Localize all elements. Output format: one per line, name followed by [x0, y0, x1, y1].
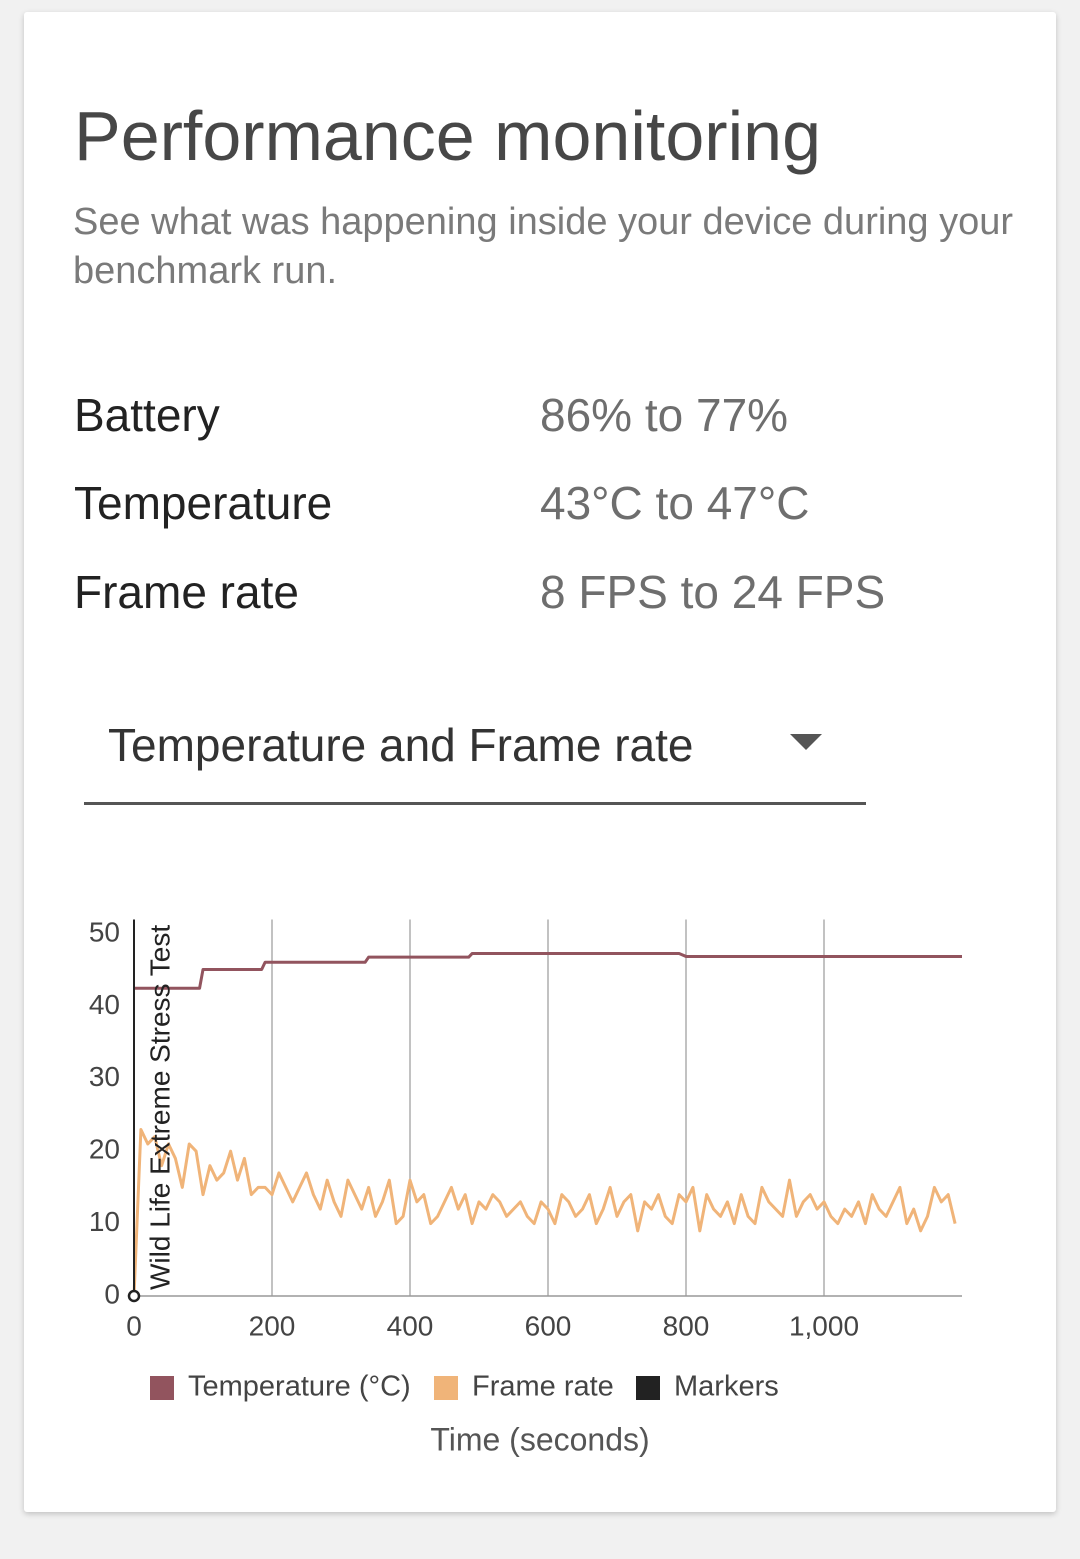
- legend-swatch: [150, 1376, 174, 1400]
- y-tick-label: 40: [89, 989, 120, 1020]
- legend-swatch: [636, 1376, 660, 1400]
- card: Performance monitoring See what was happ…: [24, 12, 1056, 1512]
- x-tick-label: 1,000: [789, 1310, 859, 1341]
- legend-label: Temperature (°C): [188, 1371, 411, 1403]
- stat-value: 8 FPS to 24 FPS: [540, 566, 886, 618]
- legend-label: Frame rate: [472, 1371, 614, 1403]
- stat-value: 86% to 77%: [540, 389, 789, 441]
- x-tick-label: 400: [387, 1310, 434, 1341]
- marker-label: Wild Life Extreme Stress Test: [144, 925, 175, 1290]
- series-line: [132, 1127, 957, 1297]
- x-tick-label: 200: [249, 1310, 296, 1341]
- y-tick-label: 0: [104, 1278, 120, 1309]
- dropdown[interactable]: Temperature and Frame rate: [84, 698, 866, 805]
- chart: 0 200 400 600 800 1,000 0 10 20 30 40 50 Wild Life E…: [89, 916, 962, 1457]
- y-tick-label: 50: [89, 916, 120, 947]
- dropdown-arrow: [790, 734, 822, 750]
- x-tick-label: 800: [663, 1310, 710, 1341]
- stat-label: Temperature: [74, 477, 333, 529]
- dropdown-label: Temperature and Frame rate: [108, 719, 694, 771]
- x-axis-title: Time (seconds): [430, 1421, 649, 1457]
- title: Performance monitoring: [74, 97, 821, 175]
- y-tick-label: 10: [89, 1206, 120, 1237]
- y-tick-label: 20: [89, 1134, 120, 1165]
- subtitle: See what was happening inside your devic…: [73, 201, 1014, 292]
- stat-label: Frame rate: [74, 566, 299, 618]
- series-line: [134, 952, 962, 990]
- legend-swatch: [434, 1376, 458, 1400]
- y-tick-label: 30: [89, 1061, 120, 1092]
- stat-value: 43°C to 47°C: [540, 477, 810, 529]
- legend-label: Markers: [674, 1371, 779, 1403]
- stat-label: Battery: [74, 389, 220, 441]
- x-tick-label: 600: [525, 1310, 572, 1341]
- marker-point: [127, 1289, 141, 1303]
- x-tick-label: 0: [126, 1310, 142, 1341]
